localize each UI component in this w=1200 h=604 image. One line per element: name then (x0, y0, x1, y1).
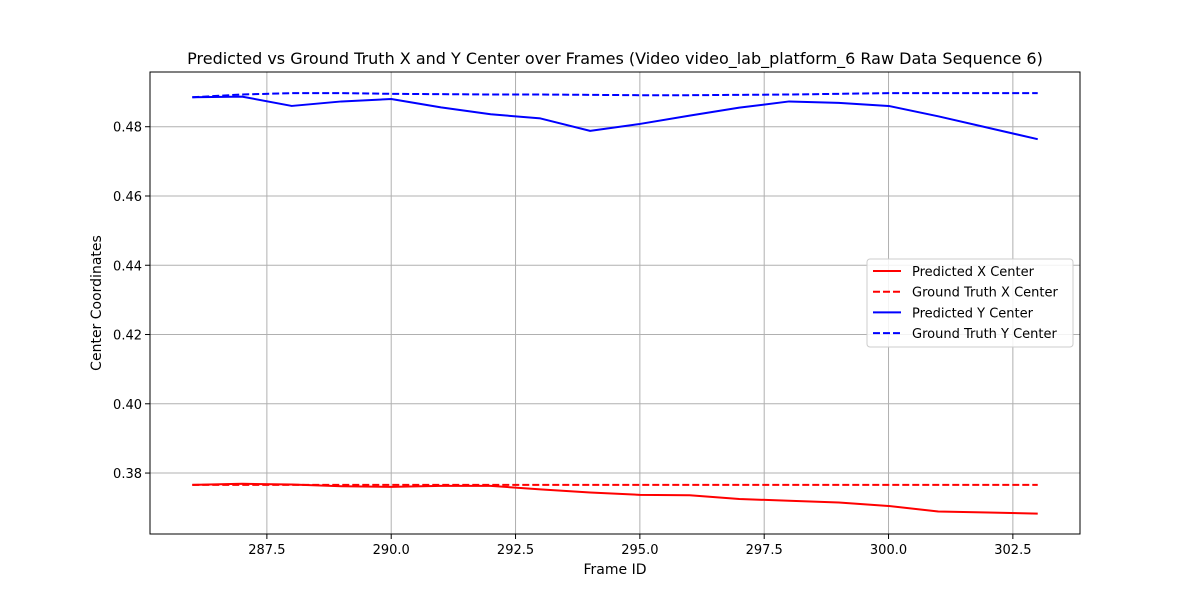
x-tick-label: 297.5 (746, 543, 783, 558)
y-axis-label: Center Coordinates (89, 235, 105, 371)
y-axis-ticks: 0.38 0.40 0.42 0.44 0.46 0.48 (113, 121, 150, 482)
legend-label: Predicted Y Center (912, 306, 1034, 321)
series-line-ground-truth-y-center (192, 92, 1038, 99)
y-tick-label: 0.48 (113, 121, 142, 136)
y-tick-label: 0.42 (113, 329, 142, 344)
plot-area-frame (149, 71, 1081, 535)
x-tick-label: 300.0 (870, 543, 907, 558)
legend-label: Ground Truth Y Center (912, 327, 1058, 342)
x-tick-label: 290.0 (373, 543, 410, 558)
x-tick-label: 287.5 (248, 543, 285, 558)
x-tick-label: 292.5 (497, 543, 534, 558)
x-axis-label: Frame ID (584, 562, 647, 578)
x-tick-label: 295.0 (621, 543, 658, 558)
legend: Predicted X Center Ground Truth X Center P… (866, 258, 1074, 348)
y-tick-label: 0.46 (113, 190, 142, 205)
y-tick-label: 0.44 (113, 259, 142, 274)
chart-title: Predicted vs Ground Truth X and Y Center… (187, 49, 1043, 69)
series-layer (192, 92, 1038, 515)
x-tick-label: 302.5 (994, 543, 1031, 558)
y-tick-label: 0.40 (113, 398, 142, 413)
series-line-predicted-y-center (192, 95, 1038, 141)
x-axis-ticks: 287.5 290.0 292.5 295.0 297.5 300.0 302.5 (248, 534, 1031, 558)
legend-label: Ground Truth X Center (912, 286, 1058, 301)
legend-label: Predicted X Center (912, 265, 1035, 280)
legend-box (866, 258, 1074, 348)
series-line-predicted-x-center (192, 482, 1038, 515)
y-tick-label: 0.38 (113, 467, 142, 482)
